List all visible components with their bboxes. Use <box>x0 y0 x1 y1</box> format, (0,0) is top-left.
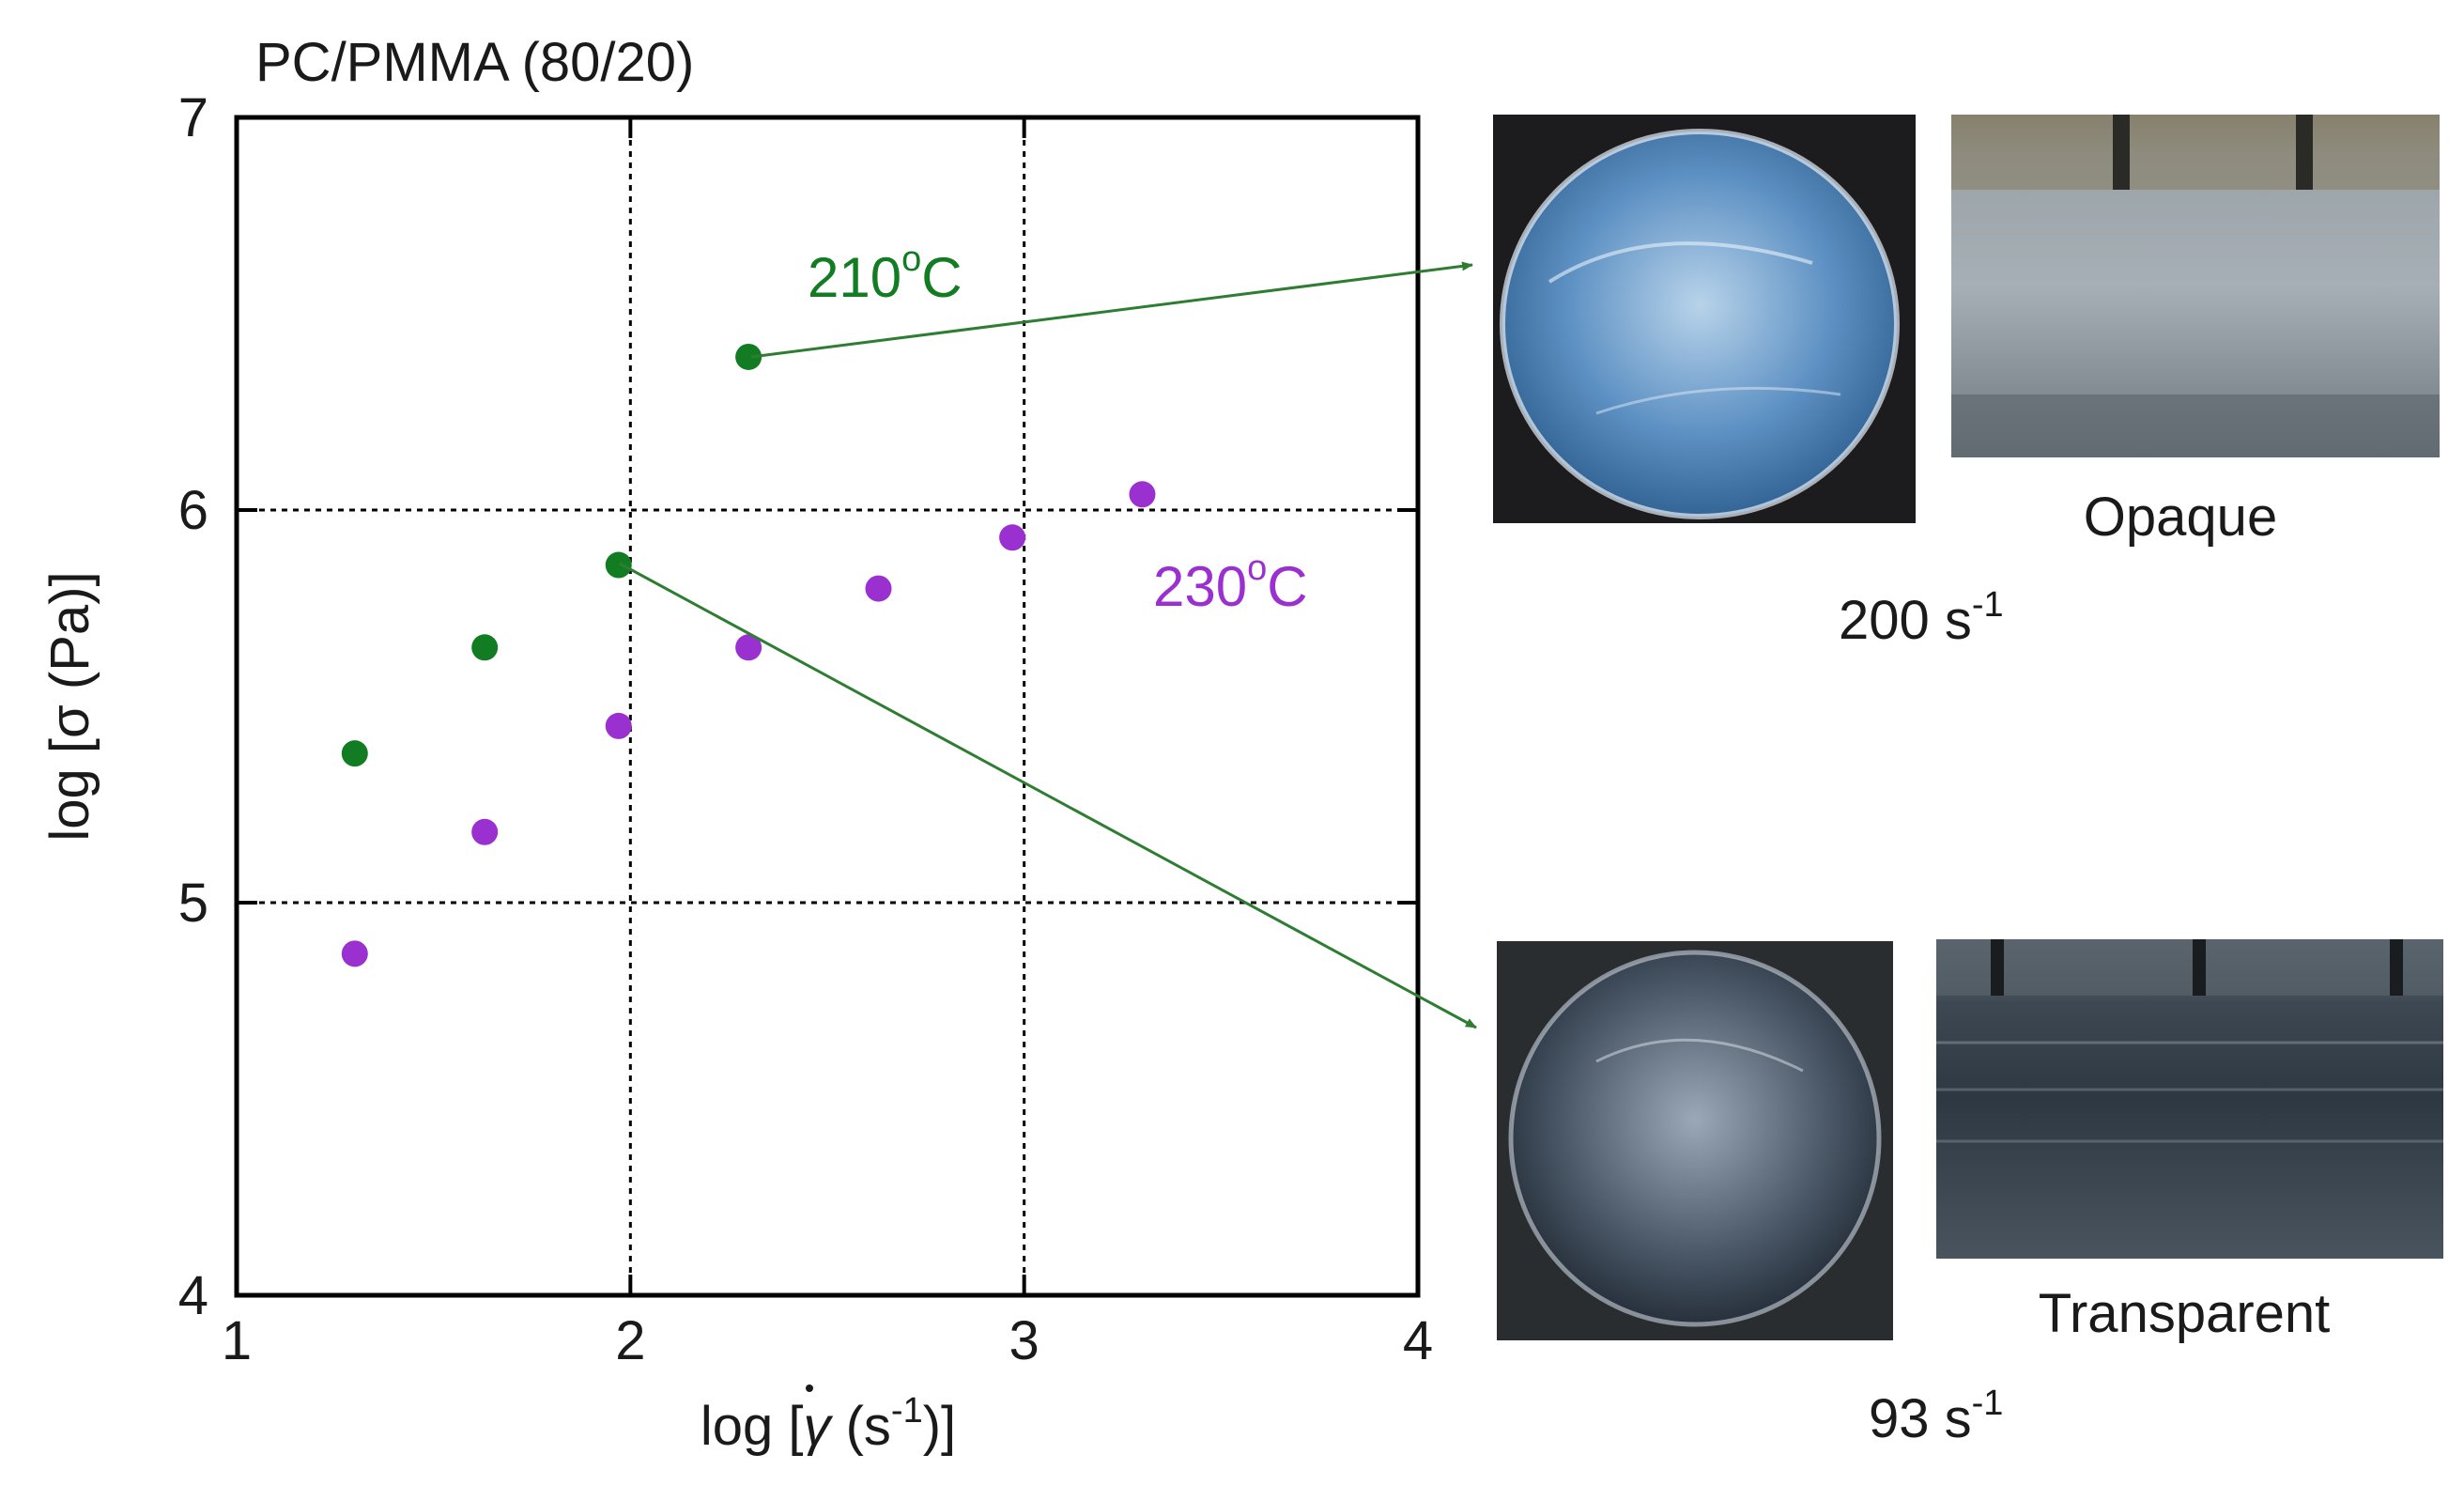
caption-transparent: Transparent <box>2039 1283 2331 1344</box>
data-point-230C-4 <box>865 575 892 602</box>
x-tick-label-2: 2 <box>615 1310 645 1371</box>
data-points <box>341 343 1156 967</box>
caption-opaque: Opaque <box>2084 487 2277 548</box>
x-tick-labels: 1 2 3 4 <box>222 1310 1433 1371</box>
grid-lines <box>237 117 1418 1295</box>
y-tick-label-5: 5 <box>178 873 208 934</box>
data-point-230C-5 <box>999 524 1026 551</box>
plot-frame <box>234 115 1421 1298</box>
data-point-230C-3 <box>735 634 762 661</box>
photo-transparent-disc <box>1497 941 1893 1340</box>
gamma-dot-mark <box>806 1384 813 1392</box>
y-tick-labels: 4 5 6 7 <box>178 87 208 1326</box>
series-210C <box>341 343 762 767</box>
chart-title: PC/PMMA (80/20) <box>255 32 694 93</box>
x-tick-label-3: 3 <box>1009 1310 1040 1371</box>
arrow-to-transparent <box>619 562 1477 1029</box>
x-tick-label-1: 1 <box>222 1310 252 1371</box>
data-point-230C-1 <box>471 818 499 845</box>
data-point-230C-6 <box>1129 481 1156 508</box>
x-axis-label: log [γ (s-1)] <box>701 1391 956 1457</box>
photo-opaque-disc <box>1493 115 1916 523</box>
annotation-210C: 210oC <box>808 240 962 309</box>
x-tick-label-4: 4 <box>1403 1310 1433 1371</box>
y-tick-label-6: 6 <box>178 480 208 541</box>
data-point-210C-0 <box>341 740 368 767</box>
rate-transparent: 93 s-1 <box>1869 1384 2003 1449</box>
y-tick-label-4: 4 <box>178 1265 208 1326</box>
series-230C <box>341 481 1156 967</box>
photo-transparent-side <box>1936 939 2443 1259</box>
data-point-230C-0 <box>341 940 368 967</box>
y-tick-label-7: 7 <box>178 87 208 148</box>
data-point-210C-2 <box>605 551 632 579</box>
rate-opaque: 200 s-1 <box>1839 585 2004 651</box>
data-point-210C-3 <box>735 343 762 370</box>
data-point-210C-1 <box>471 634 499 661</box>
annotation-230C: 230oC <box>1153 549 1308 618</box>
gamma-dot-symbol: γ <box>803 1396 833 1457</box>
arrow-to-opaque <box>750 261 1473 359</box>
axis-ticks <box>235 116 1420 1297</box>
y-axis-label: log [σ (Pa)] <box>39 571 100 841</box>
photo-opaque-side <box>1951 115 2440 457</box>
data-point-230C-2 <box>605 712 632 739</box>
